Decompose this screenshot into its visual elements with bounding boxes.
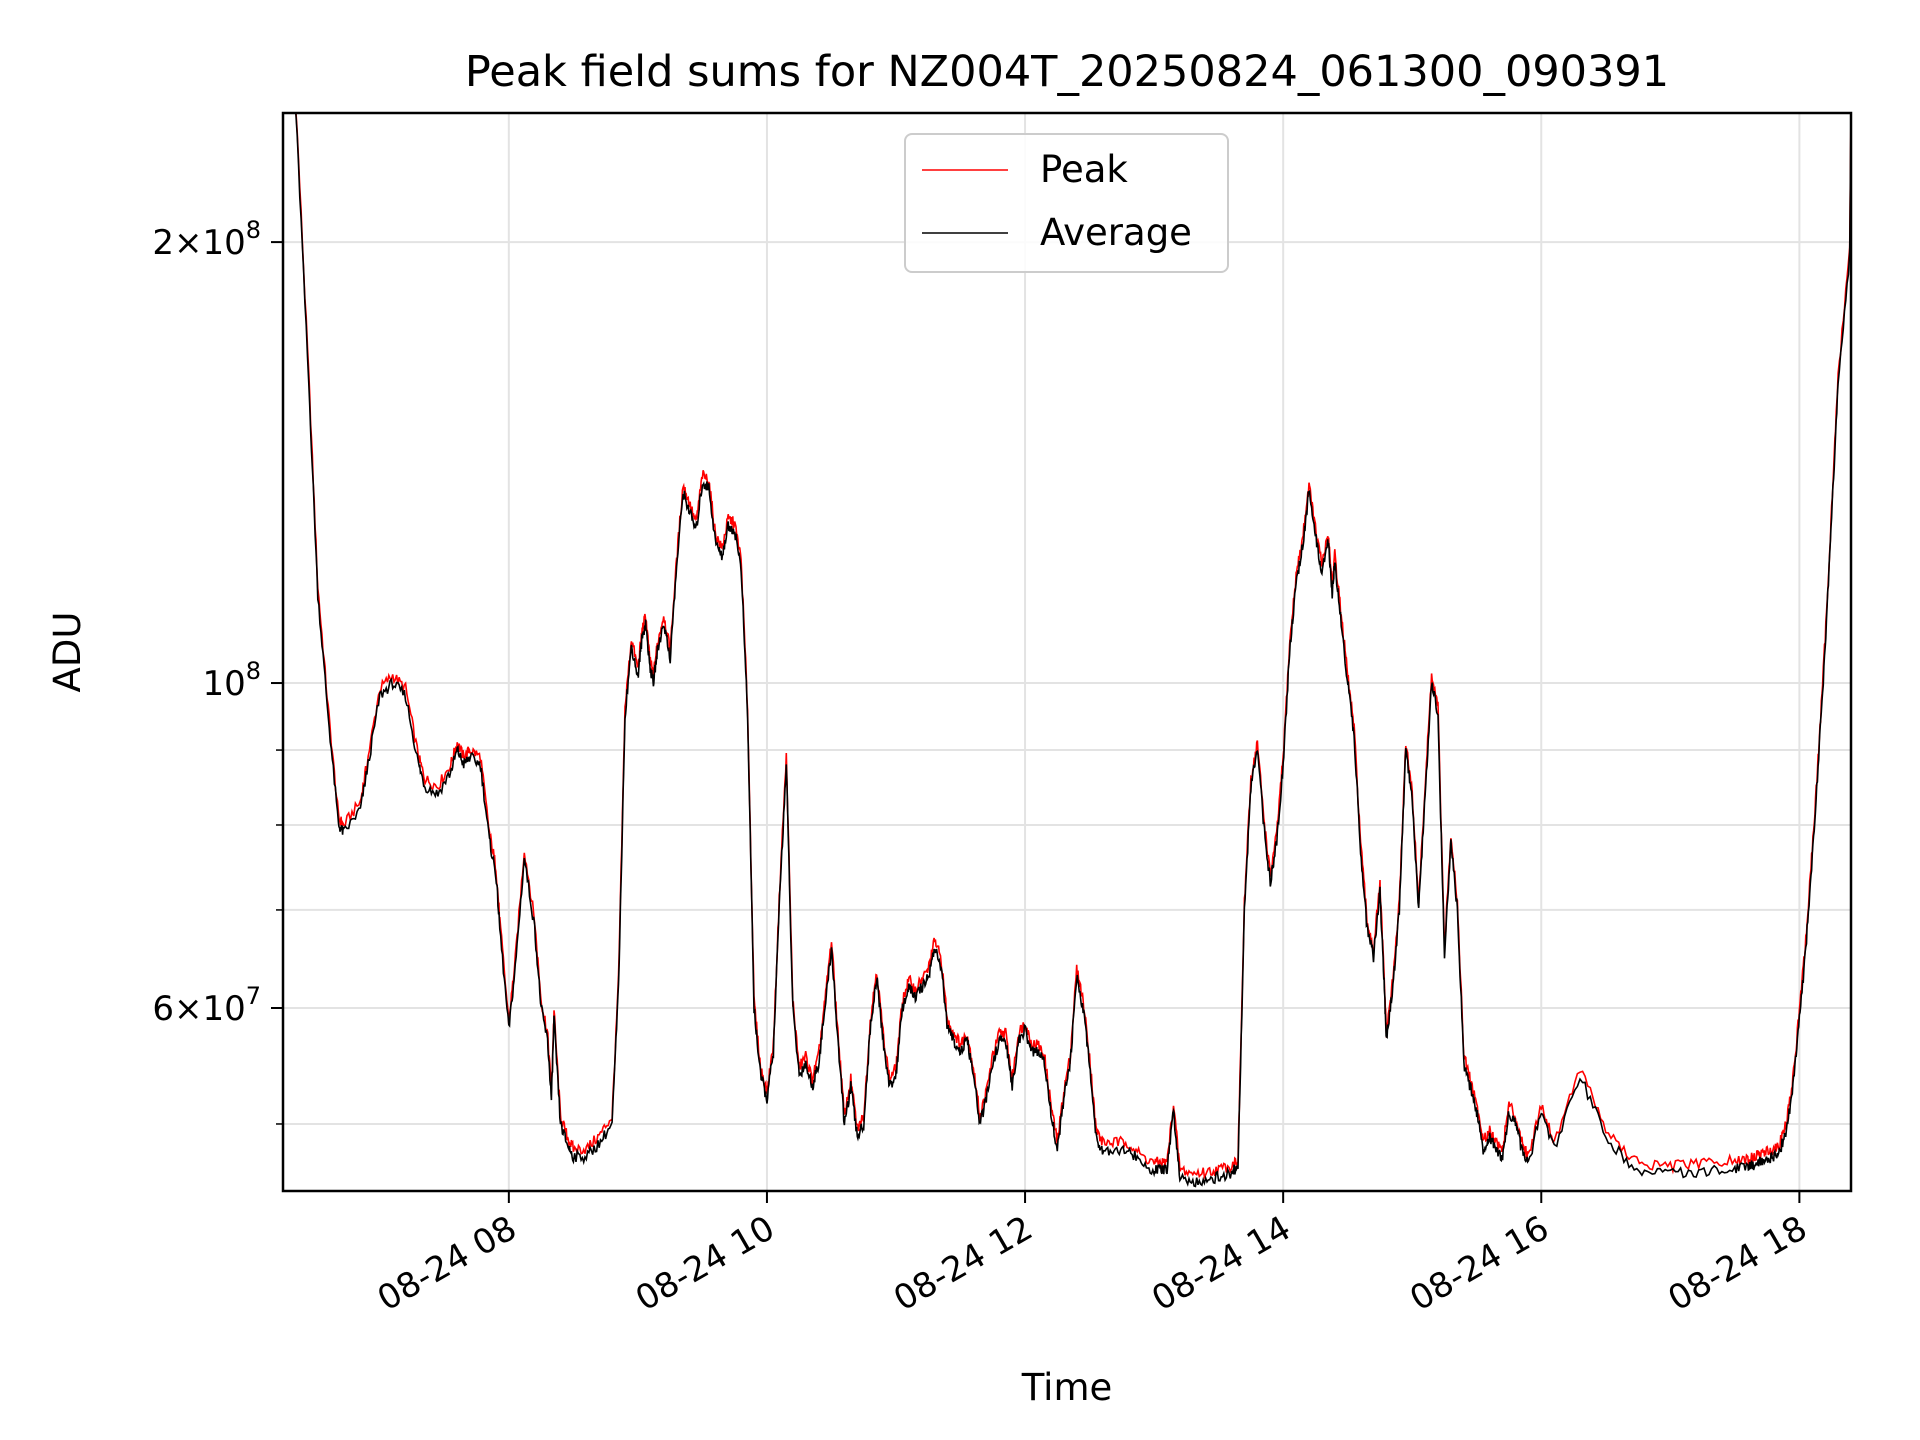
y-tick-mantissa: 2: [152, 223, 174, 263]
legend-label-peak: Peak: [1040, 148, 1128, 191]
series-group: [294, 113, 1851, 1188]
y-axis-label: ADU: [46, 612, 89, 693]
grid: [283, 113, 1851, 1191]
y-tick-base: 10: [202, 664, 245, 704]
y-tick-exponent: 8: [246, 657, 261, 685]
plot-frame: [281, 111, 1853, 1193]
y-tick-label: 6×107: [152, 982, 261, 1029]
y-tick-base: 10: [202, 223, 245, 263]
y-tick-label: 108: [202, 657, 261, 704]
legend-box: [904, 133, 1229, 273]
y-tick-label: 2×108: [152, 216, 261, 263]
y-tick-exponent: 7: [246, 982, 261, 1010]
legend-label-average: Average: [1040, 211, 1192, 254]
y-tick-exponent: 8: [246, 216, 261, 244]
y-tick-mantissa: 6: [152, 989, 174, 1029]
y-tick-base: 10: [202, 989, 245, 1029]
legend: Peak Average: [904, 133, 1229, 273]
series-line-average: [294, 113, 1851, 1188]
x-axis-label: Time: [1021, 1366, 1113, 1409]
y-tick-times: ×: [174, 223, 203, 263]
y-tick-times: ×: [174, 989, 203, 1029]
chart-title: Peak field sums for NZ004T_20250824_0613…: [465, 47, 1669, 97]
